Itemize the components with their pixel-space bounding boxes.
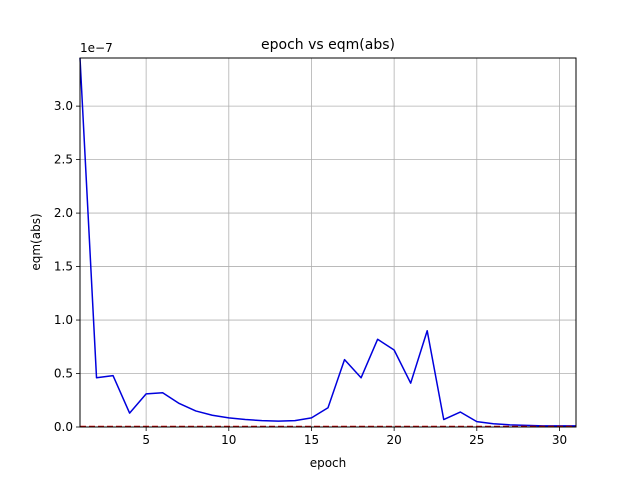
series-line-0 xyxy=(79,57,576,427)
plot-frame xyxy=(79,57,577,428)
x-tick-label: 25 xyxy=(469,433,484,447)
grid xyxy=(80,58,576,428)
series-layer xyxy=(79,57,576,428)
x-tick-label: 30 xyxy=(552,433,567,447)
x-axis-label: epoch xyxy=(310,456,347,470)
y-tick-label: 0.0 xyxy=(54,420,73,434)
y-tick-label: 2.0 xyxy=(54,206,73,220)
y-tick-label: 3.0 xyxy=(54,99,73,113)
plot-area xyxy=(80,58,576,427)
x-tick-label: 15 xyxy=(304,433,319,447)
y-axis-label: eqm(abs) xyxy=(29,213,43,270)
x-axis: 5 10 15 20 25 30 xyxy=(142,427,567,447)
x-tick-label: 10 xyxy=(221,433,236,447)
chart-title: epoch vs eqm(abs) xyxy=(261,37,395,53)
y-tick-label: 1.0 xyxy=(54,313,73,327)
y-tick-label: 2.5 xyxy=(54,153,73,167)
y-tick-label: 0.5 xyxy=(54,367,73,381)
y-axis: 0.0 0.5 1.0 1.5 2.0 2.5 3.0 xyxy=(54,99,80,434)
y-tick-label: 1.5 xyxy=(54,260,73,274)
x-tick-label: 20 xyxy=(386,433,401,447)
y-offset-label: 1e−7 xyxy=(80,41,113,55)
x-tick-label: 5 xyxy=(142,433,150,447)
